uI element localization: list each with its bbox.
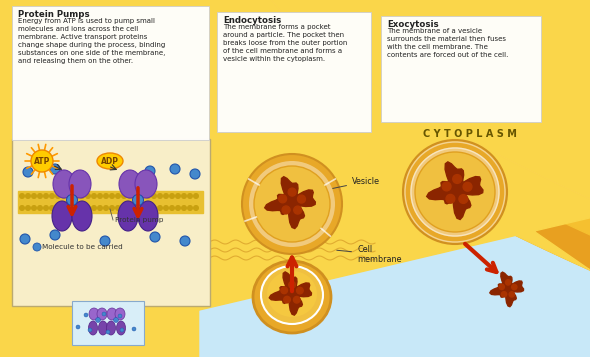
- Circle shape: [158, 194, 162, 198]
- Text: Energy from ATP is used to pump small
molecules and ions across the cell
membran: Energy from ATP is used to pump small mo…: [18, 18, 165, 64]
- Circle shape: [50, 230, 60, 240]
- Circle shape: [134, 206, 138, 210]
- Circle shape: [145, 166, 155, 176]
- Circle shape: [55, 194, 60, 198]
- Circle shape: [170, 194, 174, 198]
- Circle shape: [116, 194, 120, 198]
- FancyBboxPatch shape: [12, 6, 209, 140]
- Text: Exocytosis: Exocytosis: [387, 20, 438, 29]
- Circle shape: [132, 327, 136, 331]
- Circle shape: [102, 312, 106, 316]
- Circle shape: [20, 234, 30, 244]
- Text: Endocytosis: Endocytosis: [223, 16, 281, 25]
- Circle shape: [180, 236, 190, 246]
- Ellipse shape: [119, 170, 141, 198]
- Ellipse shape: [89, 308, 99, 320]
- Ellipse shape: [135, 170, 157, 198]
- Circle shape: [297, 195, 306, 203]
- Circle shape: [242, 154, 342, 254]
- Ellipse shape: [107, 308, 117, 320]
- Circle shape: [84, 313, 88, 317]
- Circle shape: [127, 194, 132, 198]
- Circle shape: [98, 206, 102, 210]
- Ellipse shape: [97, 308, 107, 320]
- Text: C Y T O P L A S M: C Y T O P L A S M: [423, 129, 517, 139]
- Circle shape: [116, 206, 120, 210]
- Ellipse shape: [107, 321, 116, 335]
- Circle shape: [23, 167, 33, 177]
- Circle shape: [163, 194, 168, 198]
- Ellipse shape: [116, 321, 126, 335]
- Circle shape: [410, 147, 500, 237]
- Ellipse shape: [69, 170, 91, 198]
- Circle shape: [288, 188, 296, 196]
- Circle shape: [19, 194, 24, 198]
- Ellipse shape: [99, 321, 107, 335]
- Circle shape: [293, 296, 300, 303]
- Circle shape: [32, 194, 37, 198]
- Circle shape: [55, 206, 60, 210]
- Circle shape: [62, 194, 66, 198]
- Circle shape: [163, 206, 168, 210]
- Circle shape: [98, 194, 102, 198]
- Circle shape: [170, 206, 174, 210]
- Polygon shape: [251, 0, 590, 222]
- Circle shape: [44, 206, 48, 210]
- Circle shape: [289, 281, 296, 288]
- FancyBboxPatch shape: [72, 301, 144, 345]
- Circle shape: [86, 206, 90, 210]
- Circle shape: [120, 328, 124, 332]
- Circle shape: [134, 194, 138, 198]
- Circle shape: [127, 206, 132, 210]
- FancyBboxPatch shape: [381, 16, 541, 122]
- Circle shape: [403, 140, 507, 244]
- Polygon shape: [427, 162, 483, 220]
- Circle shape: [453, 175, 461, 183]
- Circle shape: [26, 194, 30, 198]
- Polygon shape: [200, 0, 590, 357]
- Circle shape: [91, 194, 96, 198]
- Circle shape: [188, 206, 192, 210]
- Text: Molecule to be carried: Molecule to be carried: [42, 244, 123, 250]
- Circle shape: [106, 330, 110, 334]
- Circle shape: [176, 194, 181, 198]
- Circle shape: [86, 194, 90, 198]
- Circle shape: [512, 285, 517, 290]
- Polygon shape: [269, 272, 312, 315]
- Circle shape: [67, 195, 77, 206]
- Ellipse shape: [97, 153, 123, 169]
- Text: Cell
membrane: Cell membrane: [337, 245, 402, 264]
- Circle shape: [502, 292, 507, 297]
- Circle shape: [176, 206, 181, 210]
- Ellipse shape: [261, 266, 323, 324]
- Circle shape: [74, 194, 78, 198]
- Bar: [18, 191, 203, 213]
- Circle shape: [509, 292, 514, 297]
- Circle shape: [152, 206, 156, 210]
- Ellipse shape: [72, 201, 92, 231]
- Circle shape: [88, 328, 92, 332]
- Circle shape: [150, 232, 160, 242]
- Ellipse shape: [53, 170, 75, 198]
- Text: Vesicle: Vesicle: [333, 177, 380, 188]
- Circle shape: [499, 284, 504, 290]
- Circle shape: [118, 314, 122, 318]
- Circle shape: [26, 206, 30, 210]
- Text: ADP: ADP: [101, 156, 119, 166]
- Polygon shape: [231, 0, 590, 241]
- Ellipse shape: [52, 201, 72, 231]
- Circle shape: [50, 164, 60, 174]
- Ellipse shape: [253, 261, 331, 333]
- FancyBboxPatch shape: [217, 12, 371, 132]
- Circle shape: [182, 194, 186, 198]
- Circle shape: [76, 325, 80, 329]
- Circle shape: [190, 169, 200, 179]
- Ellipse shape: [118, 201, 138, 231]
- Ellipse shape: [88, 321, 97, 335]
- Circle shape: [31, 150, 53, 172]
- Circle shape: [278, 195, 287, 203]
- Circle shape: [104, 206, 109, 210]
- Circle shape: [463, 182, 472, 191]
- Circle shape: [110, 194, 114, 198]
